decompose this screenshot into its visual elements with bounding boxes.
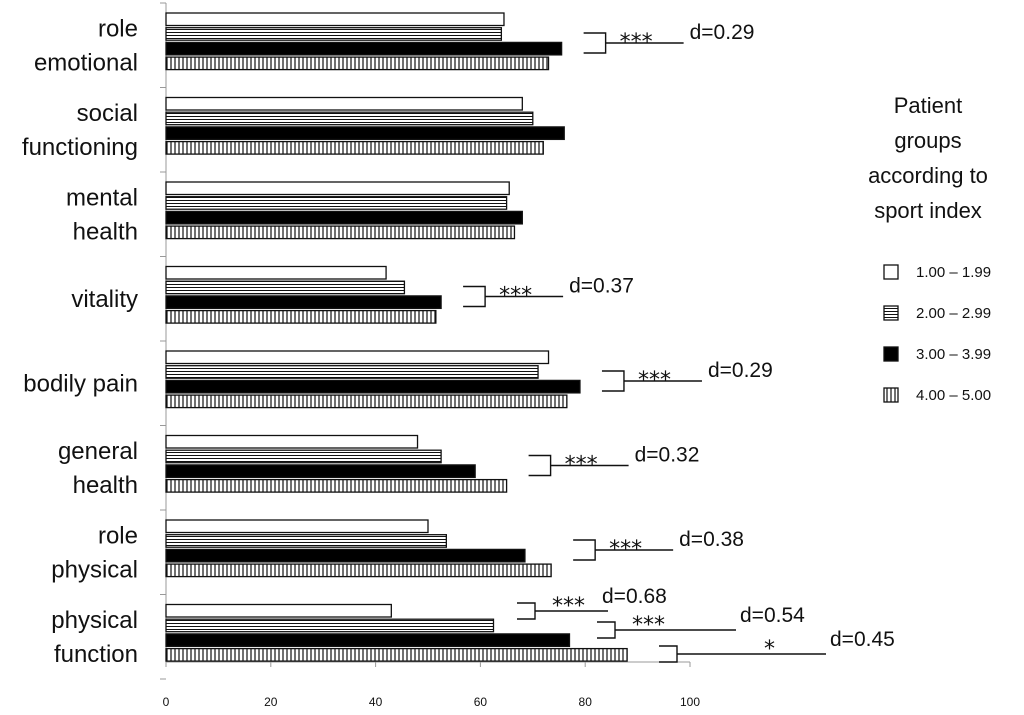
bar-vertical-stripes xyxy=(165,140,544,155)
bar-black xyxy=(165,295,442,310)
bar-white xyxy=(165,12,505,27)
bar-black xyxy=(165,126,565,141)
effect-size-label: d=0.45 xyxy=(830,628,895,651)
significance-stars: *** xyxy=(638,368,671,393)
x-tick-label: 100 xyxy=(680,695,700,709)
significance-stars: *** xyxy=(565,453,598,478)
legend-title: Patient xyxy=(894,93,963,118)
bar-vertical-stripes xyxy=(165,647,628,662)
legend-swatch xyxy=(883,346,899,362)
legend-label: 3.00 – 3.99 xyxy=(916,346,991,363)
bar-horizontal-stripes xyxy=(165,534,447,548)
significance-stars: *** xyxy=(499,284,532,309)
category-label: social xyxy=(77,100,138,127)
category-label: emotional xyxy=(34,49,138,76)
significance-bracket xyxy=(659,645,678,663)
significance-bracket xyxy=(528,454,552,477)
x-tick-label: 0 xyxy=(163,695,170,709)
significance-bracket xyxy=(583,32,607,54)
legend-title: groups xyxy=(894,128,961,153)
category-label: role xyxy=(98,522,138,549)
bar-horizontal-stripes xyxy=(165,196,508,210)
bar-white xyxy=(165,603,392,618)
bar-horizontal-stripes xyxy=(165,618,495,633)
bar-black xyxy=(165,210,523,225)
x-tick-label: 80 xyxy=(579,695,593,709)
bar-black xyxy=(165,633,571,648)
effect-size-label: d=0.37 xyxy=(569,275,634,298)
bar-white xyxy=(165,265,387,280)
x-tick-label: 60 xyxy=(474,695,488,709)
significance-stars: *** xyxy=(620,30,653,55)
category-label: physical xyxy=(51,556,138,583)
significance-stars: * xyxy=(764,637,775,662)
legend-swatch xyxy=(883,387,899,403)
x-tick-label: 40 xyxy=(369,695,383,709)
bar-vertical-stripes xyxy=(165,309,437,324)
bar-black xyxy=(165,379,581,394)
legend-label: 4.00 – 5.00 xyxy=(916,387,991,404)
legend-swatch xyxy=(883,305,899,321)
significance-stars: *** xyxy=(552,594,585,619)
bars xyxy=(165,12,628,662)
bar-horizontal-stripes xyxy=(165,449,442,464)
category-label: role xyxy=(98,15,138,42)
significance-bracket xyxy=(463,285,486,308)
significance-stars: *** xyxy=(609,537,642,562)
category-label: general xyxy=(58,438,138,465)
effect-size-label: d=0.38 xyxy=(679,528,744,551)
category-labels: role emotional social functioning mental heal… xyxy=(22,15,138,668)
legend-label: 2.00 – 2.99 xyxy=(916,305,991,322)
x-tick-labels: 0 20 40 60 80 100 xyxy=(163,695,701,709)
bar-white xyxy=(165,434,419,449)
bar-horizontal-stripes xyxy=(165,111,534,126)
category-label: physical xyxy=(51,607,138,634)
bar-vertical-stripes xyxy=(165,56,550,71)
bar-horizontal-stripes xyxy=(165,365,539,379)
significance-bracket xyxy=(573,539,596,561)
bar-vertical-stripes xyxy=(165,394,568,409)
bar-white xyxy=(165,181,510,196)
effect-size-label: d=0.29 xyxy=(690,21,755,44)
bar-white xyxy=(165,96,523,111)
legend-title: according to xyxy=(868,163,988,188)
bar-horizontal-stripes xyxy=(165,27,503,41)
significance-bracket xyxy=(597,621,616,639)
significance-annotations: *** d=0.29 *** d=0.37 *** d=0.29 *** d=0.32 *** d… xyxy=(463,21,895,663)
bar-black xyxy=(165,548,526,563)
legend: Patient groups according to sport index 1.00… xyxy=(868,93,991,404)
category-label: function xyxy=(54,641,138,668)
effect-size-label: d=0.29 xyxy=(708,359,773,382)
category-label: health xyxy=(73,472,138,499)
bar-vertical-stripes xyxy=(165,563,552,578)
category-label: mental xyxy=(66,184,138,211)
significance-bracket xyxy=(601,370,625,392)
category-label: functioning xyxy=(22,134,138,161)
legend-label: 1.00 – 1.99 xyxy=(916,264,991,281)
category-label: health xyxy=(73,218,138,245)
bar-black xyxy=(165,41,563,56)
effect-size-label: d=0.68 xyxy=(602,585,667,608)
significance-stars: *** xyxy=(632,613,665,638)
bar-black xyxy=(165,464,476,479)
x-tick-label: 20 xyxy=(264,695,278,709)
legend-swatch xyxy=(883,264,899,280)
bar-white xyxy=(165,519,429,534)
category-label: vitality xyxy=(71,286,138,313)
bar-vertical-stripes xyxy=(165,225,516,240)
effect-size-label: d=0.54 xyxy=(740,604,805,627)
bar-white xyxy=(165,350,550,365)
bar-vertical-stripes xyxy=(165,478,508,493)
category-label: bodily pain xyxy=(23,370,138,397)
significance-bracket xyxy=(517,602,536,620)
effect-size-label: d=0.32 xyxy=(635,444,700,467)
legend-title: sport index xyxy=(874,198,982,223)
bar-horizontal-stripes xyxy=(165,280,406,295)
